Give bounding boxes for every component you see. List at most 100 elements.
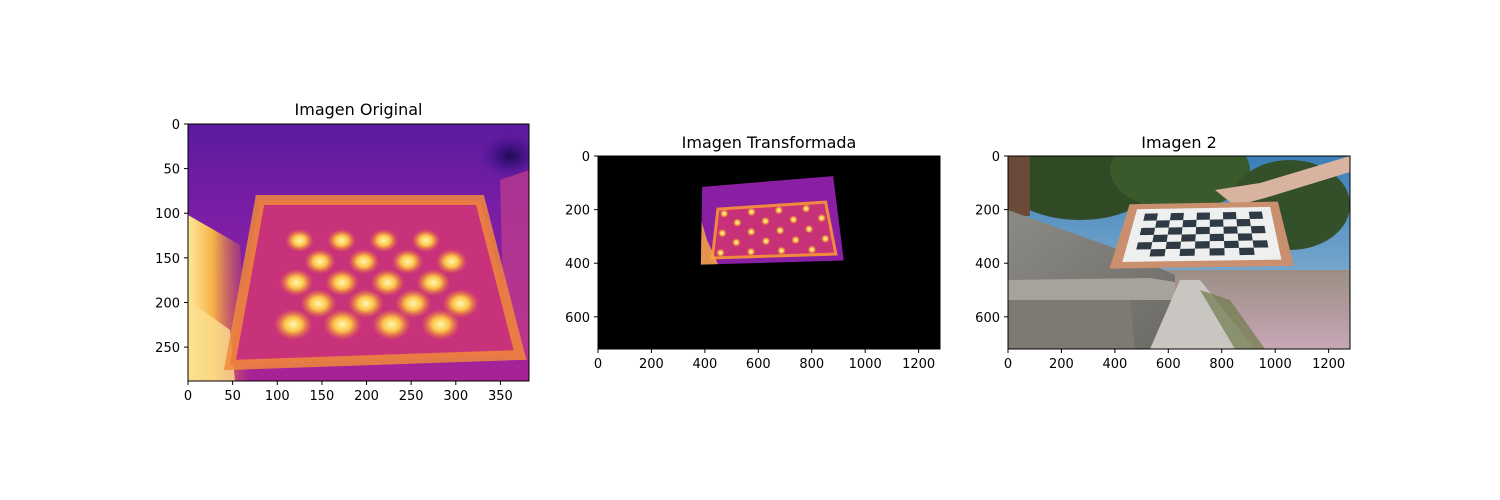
checker-square — [1194, 241, 1210, 249]
checker-square — [1165, 241, 1182, 250]
hot-spot — [279, 269, 314, 296]
checker-square — [1167, 227, 1183, 235]
checker-square — [1222, 211, 1237, 220]
y-tick-label: 200 — [565, 204, 590, 219]
y-tick-label: 400 — [975, 257, 1000, 272]
checker-square — [1195, 226, 1210, 235]
hot-spot — [285, 229, 314, 252]
warm-region — [700, 221, 719, 265]
panel-title: Imagen Transformada — [682, 133, 857, 152]
warped-hot-spot — [732, 218, 742, 228]
x-tick-label: 0 — [184, 389, 192, 404]
panel-title: Imagen Original — [295, 100, 423, 119]
hot-spot — [416, 269, 451, 296]
warped-hot-spot — [791, 235, 801, 245]
checker-square — [1209, 248, 1225, 256]
x-tick-label: 800 — [799, 357, 824, 372]
warped-image — [598, 156, 940, 349]
x-tick-label: 200 — [639, 357, 664, 372]
y-tick-label: 100 — [155, 207, 180, 222]
y-tick-label: 50 — [163, 163, 180, 178]
hot-spot — [323, 309, 362, 340]
checker-square — [1252, 240, 1269, 248]
x-tick-label: 50 — [224, 389, 241, 404]
hot-spot — [435, 249, 468, 274]
warped-hot-spot — [801, 204, 811, 214]
x-tick-label: 1000 — [1259, 357, 1292, 372]
hot-spot — [411, 229, 441, 252]
y-tick-label: 200 — [155, 296, 180, 311]
hot-spot — [370, 269, 405, 296]
hot-spot — [347, 289, 385, 318]
hot-spot — [273, 309, 313, 340]
checker-square — [1182, 219, 1197, 228]
warped-hot-spot — [746, 227, 756, 237]
x-tick-label: 600 — [746, 357, 771, 372]
hot-spot — [348, 249, 380, 274]
x-tick-label: 400 — [1102, 357, 1127, 372]
panel-transformed: 0 200 400 600 800 1000 1200 0 200 400 600 Imagen T… — [565, 133, 941, 372]
checker-square — [1209, 233, 1225, 242]
warped-hot-spot — [761, 236, 771, 246]
warped-hot-spot — [807, 245, 817, 255]
warped-hot-spot — [716, 248, 726, 258]
x-tick-label: 400 — [692, 357, 717, 372]
hot-spot — [369, 229, 399, 252]
x-tick-label: 200 — [354, 389, 379, 404]
checker-square — [1179, 248, 1195, 257]
checker-square — [1223, 226, 1238, 234]
hot-spot — [442, 289, 479, 318]
panel-title: Imagen 2 — [1141, 133, 1217, 152]
x-tick-label: 150 — [309, 389, 334, 404]
warped-hot-spot — [746, 247, 756, 257]
y-tick-label: 600 — [565, 311, 590, 326]
panel-original: 0 50 100 150 200 250 300 350 0 50 100 150 200 250 Ima… — [155, 100, 530, 404]
checker-square — [1224, 240, 1239, 249]
x-tick-label: 1200 — [902, 357, 935, 372]
x-tick-label: 1200 — [1312, 357, 1345, 372]
hot-spot — [392, 249, 424, 274]
checker-square — [1209, 219, 1224, 227]
warped-hot-spot — [775, 225, 785, 235]
checker-square — [1169, 212, 1184, 221]
checker-square — [1248, 211, 1264, 219]
checker-square — [1139, 227, 1156, 236]
checker-square — [1237, 233, 1253, 241]
y-tick-label: 250 — [155, 341, 180, 356]
x-tick-label: 100 — [265, 389, 290, 404]
x-tick-label: 300 — [443, 389, 468, 404]
hot-spot — [327, 229, 357, 252]
warped-hot-spot — [820, 234, 830, 244]
warped-hot-spot — [804, 224, 814, 234]
y-tick-label: 400 — [565, 257, 590, 272]
checker-square — [1152, 234, 1168, 243]
hot-spot — [421, 309, 461, 340]
hot-spot — [325, 269, 359, 296]
x-tick-label: 0 — [1004, 357, 1012, 372]
y-tick-label: 0 — [582, 150, 590, 165]
x-tick-label: 1000 — [849, 357, 882, 372]
warped-hot-spot — [731, 237, 741, 247]
x-tick-label: 350 — [488, 389, 513, 404]
y-tick-label: 150 — [155, 252, 180, 267]
y-tick-label: 200 — [975, 204, 1000, 219]
checker-square — [1143, 213, 1158, 221]
checker-square — [1155, 220, 1170, 228]
warped-hot-spot — [776, 246, 786, 256]
hot-spot — [304, 249, 336, 274]
hot-spot — [372, 309, 411, 340]
hot-spot — [395, 289, 432, 318]
x-tick-label: 250 — [399, 389, 424, 404]
y-tick-label: 0 — [172, 118, 180, 133]
warped-hot-spot — [789, 215, 799, 225]
checker-square — [1181, 234, 1196, 242]
warped-board — [710, 200, 838, 260]
checker-square — [1236, 218, 1251, 227]
thermal-image — [188, 124, 529, 381]
panel-photo: 0 200 400 600 800 1000 1200 0 200 400 600 Imagen 2 — [975, 133, 1351, 372]
x-tick-label: 200 — [1049, 357, 1074, 372]
checker-square — [1136, 242, 1153, 250]
y-tick-label: 600 — [975, 311, 1000, 326]
x-tick-label: 800 — [1209, 357, 1234, 372]
